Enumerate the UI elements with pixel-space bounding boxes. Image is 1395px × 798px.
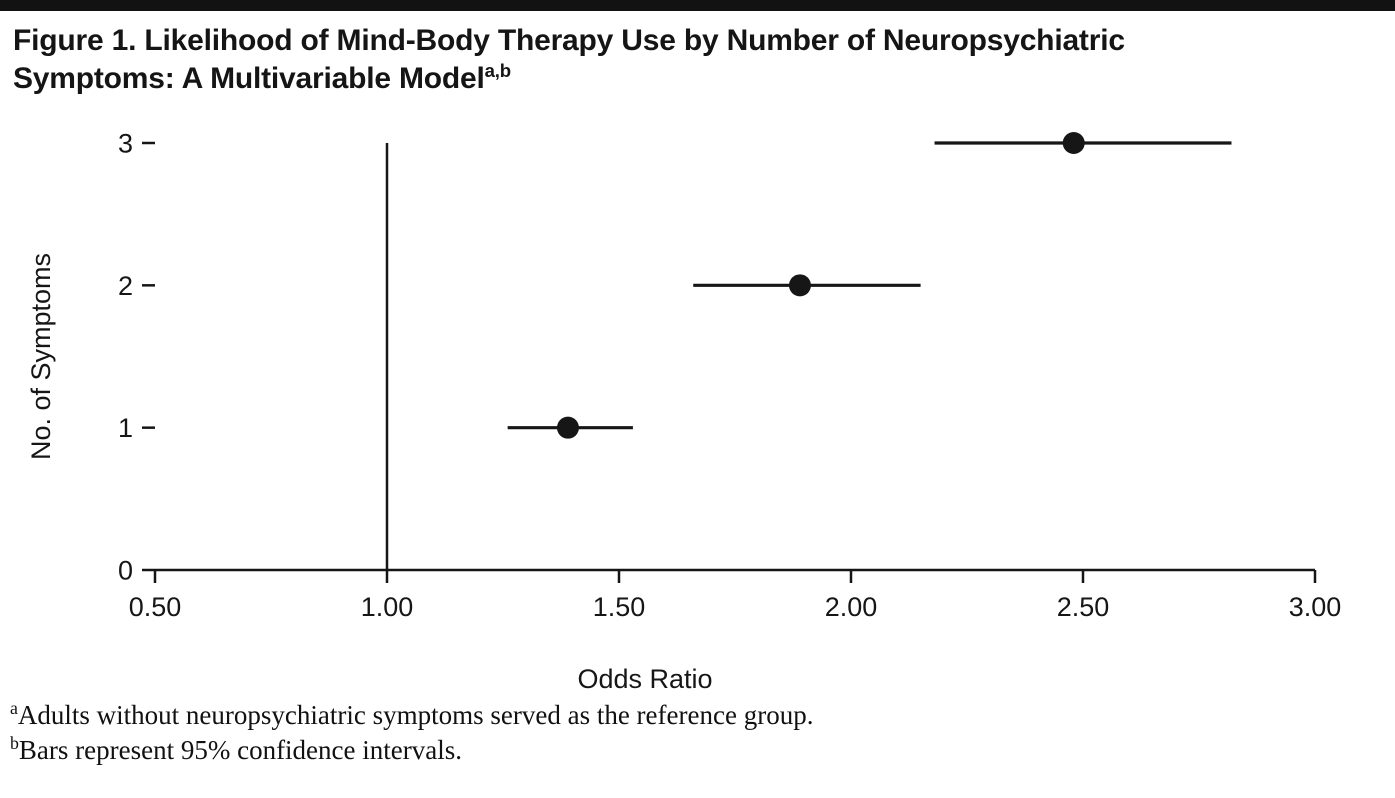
footnote-a-text: Adults without neuropsychiatric symptoms… [17,700,814,730]
forest-plot-svg: 0.50 1.00 1.50 2.00 2.50 3.00 0 1 2 3 Odds Ratio No… [26,129,1342,695]
figure-title-line2: Symptoms: A Multivariable Model [13,62,485,96]
footnote-b: bBars represent 95% confidence intervals… [10,733,813,768]
figure-title-line1: Figure 1. Likelihood of Mind-Body Therap… [13,24,1125,57]
odds-ratio-point [788,274,811,297]
odds-ratio-point [1062,132,1085,154]
footnote-a: aAdults without neuropsychiatric symptom… [10,698,813,733]
x-axis-tick-label: 1.50 [593,592,646,622]
x-axis-tick-label: 2.00 [825,592,878,622]
footnotes: aAdults without neuropsychiatric symptom… [10,698,813,767]
figure-title-superscript: a,b [484,60,511,82]
x-axis-tick-label: 2.50 [1057,592,1110,622]
y-axis-title: No. of Symptoms [26,253,56,460]
footnote-b-text: Bars represent 95% confidence intervals. [18,734,462,765]
forest-plot-chart: 0.50 1.00 1.50 2.00 2.50 3.00 0 1 2 3 Odds Ratio No… [0,115,1395,700]
figure-title: Figure 1. Likelihood of Mind-Body Therap… [13,22,1125,98]
y-axis-tick-label: 3 [118,129,133,159]
footnote-b-marker: b [10,732,19,753]
x-axis-tick-label: 1.00 [361,592,414,622]
x-axis-tick-label: 3.00 [1289,592,1342,622]
y-axis-tick-label: 2 [118,271,133,301]
x-axis-tick-label: 0.50 [129,592,182,622]
top-rule [0,0,1395,11]
footnote-a-marker: a [10,698,18,718]
y-axis-tick-label: 0 [118,556,133,586]
y-axis-tick-label: 1 [118,413,133,443]
odds-ratio-point [556,416,579,439]
x-axis-title: Odds Ratio [577,664,712,694]
